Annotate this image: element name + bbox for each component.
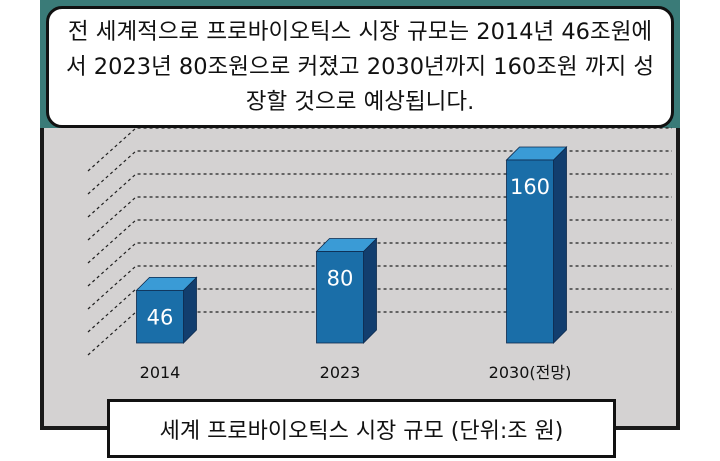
grid-line — [87, 242, 672, 287]
bar — [506, 159, 554, 344]
grid-line — [87, 265, 672, 310]
category-label: 2030(전망) — [489, 363, 572, 382]
bar — [136, 289, 184, 344]
grid-line — [87, 219, 672, 264]
grid-line — [87, 311, 672, 356]
chart-caption: 세계 프로바이오틱스 시장 규모 (단위:조 원) — [107, 399, 616, 458]
data-label: 46 — [147, 305, 174, 329]
bar-side — [553, 146, 567, 344]
bar-side — [363, 237, 377, 344]
grid-line — [87, 288, 672, 333]
grid-line — [87, 196, 672, 241]
grid-line — [87, 173, 672, 218]
data-label: 80 — [327, 267, 354, 291]
grid-line — [87, 150, 672, 195]
category-label: 2014 — [140, 363, 181, 382]
bar — [316, 251, 364, 344]
category-label: 2023 — [320, 363, 361, 382]
grid-line — [87, 127, 672, 172]
headline-callout: 전 세계적으로 프로바이오틱스 시장 규모는 2014년 46조원에서 2023… — [46, 6, 674, 128]
data-label: 160 — [510, 175, 550, 199]
headline-text: 전 세계적으로 프로바이오틱스 시장 규모는 2014년 46조원에서 2023… — [65, 18, 655, 115]
